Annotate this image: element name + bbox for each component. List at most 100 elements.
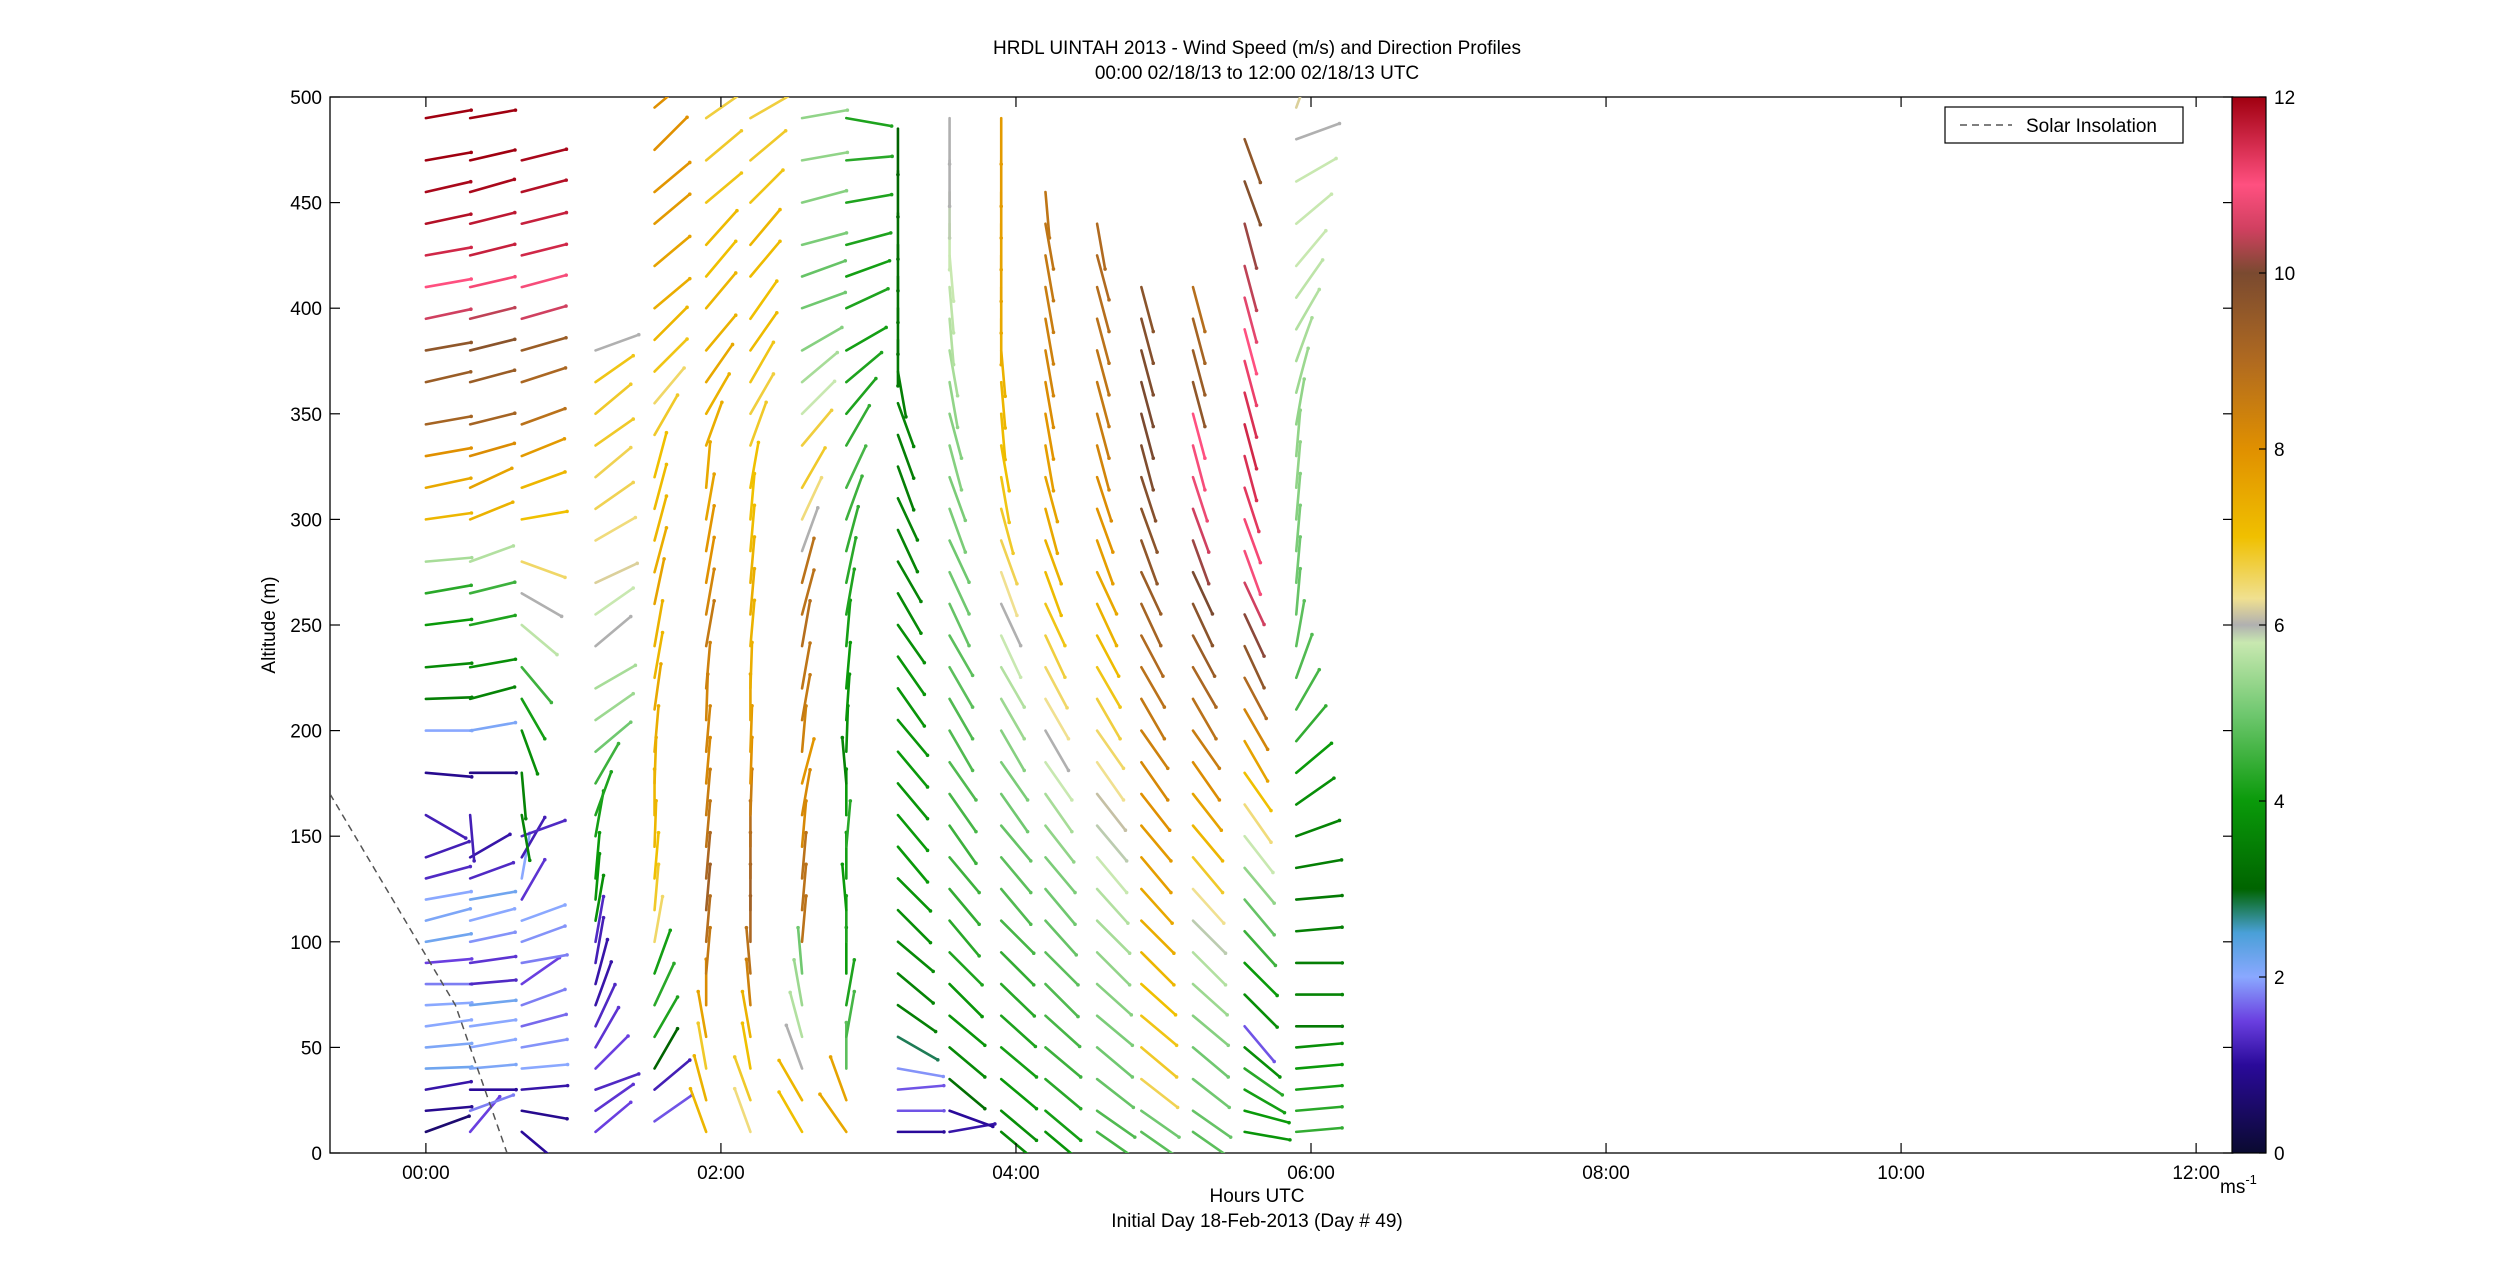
wind-vector-head [1059, 581, 1064, 586]
wind-vector [948, 475, 967, 522]
y-tick-label: 350 [290, 405, 322, 426]
wind-vector-head [508, 832, 512, 837]
wind-vector-head [1079, 1160, 1083, 1164]
wind-vector [1044, 919, 1078, 957]
wind-vector [653, 557, 666, 606]
wind-vector-head [999, 362, 1004, 367]
wind-vector [1191, 665, 1218, 709]
wind-vector [520, 831, 532, 880]
wind-vector [520, 592, 563, 618]
wind-vector [1191, 919, 1227, 955]
wind-vector-head [829, 408, 834, 413]
wind-vector-head [468, 369, 473, 374]
wind-vector [1294, 668, 1321, 711]
wind-vector [1294, 192, 1333, 226]
wind-vector [1044, 444, 1055, 493]
wind-vector-head [497, 1094, 502, 1099]
wind-vector [1294, 440, 1302, 490]
wind-vector [653, 704, 660, 754]
wind-vector-head [730, 342, 735, 347]
wind-vector-head [1107, 393, 1111, 397]
wind-vector-head [1165, 766, 1170, 771]
wind-vector-head [925, 785, 930, 789]
wind-vector-head [1254, 266, 1259, 270]
wind-vector [704, 313, 738, 352]
wind-vector-head [852, 958, 857, 962]
wind-vector [468, 861, 515, 880]
wind-vector [704, 799, 712, 849]
wind-vector-head [513, 657, 518, 662]
wind-vector-head [771, 340, 776, 345]
wind-vector [468, 890, 517, 901]
wind-vector-head [1123, 828, 1128, 833]
wind-vector-head [708, 830, 712, 835]
wind-vector-head [616, 741, 621, 746]
wind-vector-head [512, 368, 517, 373]
wind-vector-head [1280, 1093, 1285, 1097]
wind-vector [800, 408, 833, 447]
wind-vector-head [844, 1020, 849, 1025]
wind-vector-head [942, 1130, 946, 1134]
wind-vector-head [469, 583, 473, 588]
wind-vector [1294, 503, 1302, 553]
wind-vector-head [628, 1100, 633, 1105]
wind-vector-head [1225, 1013, 1229, 1017]
wind-vector-head [1340, 1104, 1344, 1109]
colorbar-tick-label: 12 [2274, 88, 2295, 109]
wind-vector-head [1118, 705, 1122, 709]
wind-vector [520, 665, 553, 704]
wind-vector [520, 819, 567, 838]
wind-vector-head [1153, 519, 1158, 523]
wind-vector [653, 463, 668, 511]
wind-vector [594, 1006, 620, 1049]
wind-vector [1294, 258, 1324, 299]
wind-vector-head [512, 411, 517, 416]
wind-vector [948, 1077, 987, 1110]
wind-vector-head [542, 857, 547, 862]
wind-vector-head [712, 503, 716, 508]
wind-vector [1095, 1109, 1137, 1139]
wind-vector-head [752, 535, 757, 539]
wind-vector [520, 953, 569, 965]
wind-vector [653, 161, 692, 194]
wind-vector-head [1028, 922, 1033, 927]
wind-vector [1243, 296, 1258, 344]
wind-vector [520, 470, 567, 490]
wind-vector [1095, 982, 1133, 1017]
wind-vector [1095, 729, 1125, 770]
wind-vector [594, 417, 635, 447]
wind-vector [777, 1090, 804, 1134]
wind-vector [1140, 824, 1173, 863]
wind-vector [845, 799, 852, 849]
wind-vector [1140, 697, 1166, 741]
wind-vector-head [1151, 393, 1156, 397]
wind-vector-head [513, 720, 518, 725]
wind-vector [653, 995, 679, 1039]
wind-vector-head [1015, 613, 1019, 618]
wind-vector [1294, 157, 1338, 183]
wind-vector-head [848, 799, 853, 803]
wind-vector-head [963, 518, 968, 523]
wind-vector-head [999, 267, 1004, 272]
wind-vector [594, 852, 601, 901]
wind-vector-head [1324, 704, 1328, 708]
wind-vector-head [564, 335, 568, 340]
wind-vector-head [512, 177, 517, 182]
wind-vector-head [1130, 1043, 1135, 1048]
wind-vector-head [896, 352, 900, 357]
wind-vector-head [563, 818, 567, 823]
wind-vector [1243, 929, 1277, 967]
wind-vector-head [1273, 963, 1278, 968]
wind-vector [704, 400, 724, 447]
wind-vector [1191, 1046, 1230, 1079]
wind-vector [594, 481, 635, 511]
wind-vector [1044, 507, 1059, 555]
wind-vector [741, 1021, 752, 1070]
wind-vector-head [808, 641, 812, 645]
wind-vector [424, 277, 473, 289]
wind-vector-head [1320, 258, 1325, 262]
wind-vector-head [512, 337, 517, 342]
wind-vector-head [708, 925, 712, 930]
wind-vector-head [896, 172, 900, 177]
wind-vector-head [1055, 519, 1060, 524]
